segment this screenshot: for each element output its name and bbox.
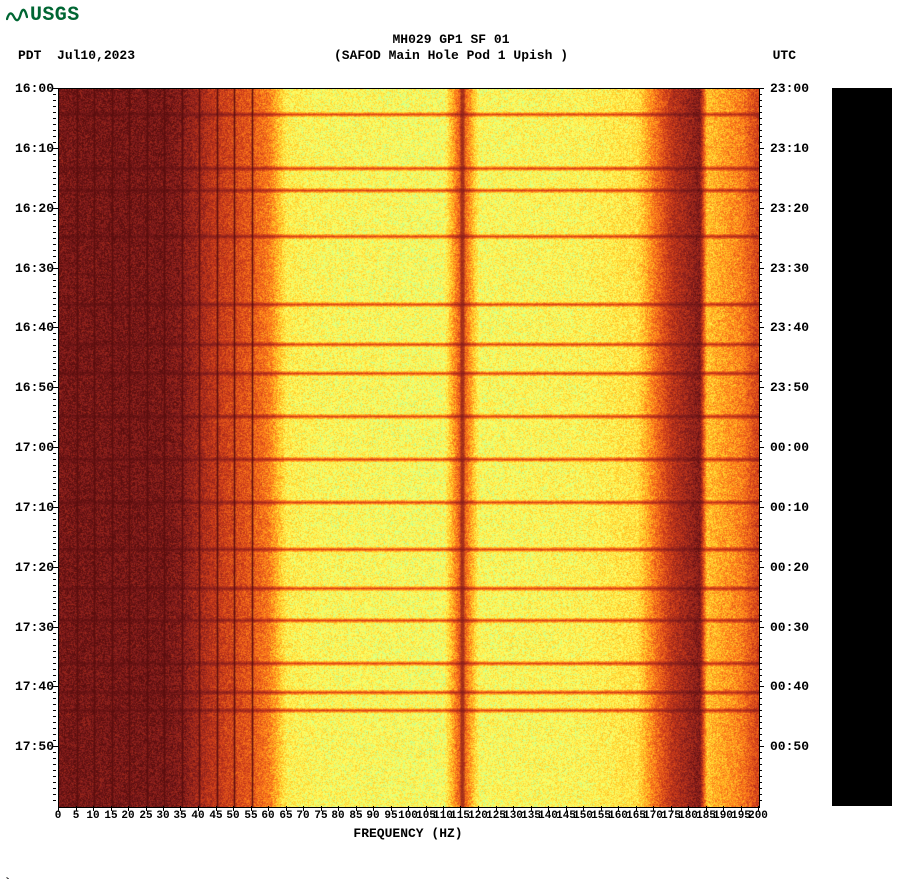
y-right-label: 23:30 <box>770 262 818 275</box>
x-tick-label: 5 <box>73 810 80 822</box>
title-line-2: (SAFOD Main Hole Pod 1 Upish ) <box>0 48 902 64</box>
y-left-label: 17:30 <box>6 621 54 634</box>
y-left-label: 16:30 <box>6 262 54 275</box>
x-tick-label: 15 <box>104 810 117 822</box>
x-tick-label: 130 <box>503 810 523 822</box>
spectrogram-plot <box>58 88 760 808</box>
x-tick-label: 115 <box>450 810 470 822</box>
y-left-label: 16:20 <box>6 202 54 215</box>
y-right-label: 00:10 <box>770 501 818 514</box>
x-tick-label: 95 <box>384 810 397 822</box>
x-tick-label: 190 <box>713 810 733 822</box>
plot-header: MH029 GP1 SF 01 (SAFOD Main Hole Pod 1 U… <box>0 32 902 64</box>
x-tick-label: 80 <box>331 810 344 822</box>
x-tick-label: 35 <box>173 810 186 822</box>
x-tick-label: 50 <box>226 810 239 822</box>
left-tz: PDT <box>18 48 41 63</box>
x-tick-label: 30 <box>156 810 169 822</box>
y-right-label: 00:30 <box>770 621 818 634</box>
spectrogram-canvas <box>59 89 759 807</box>
corner-mark: ` <box>4 876 11 890</box>
header-date: Jul10,2023 <box>57 48 135 63</box>
x-tick-label: 10 <box>86 810 99 822</box>
y-right-label: 23:20 <box>770 202 818 215</box>
y-right-label: 23:40 <box>770 321 818 334</box>
x-tick-label: 40 <box>191 810 204 822</box>
y-left-label: 16:00 <box>6 82 54 95</box>
y-left-label: 17:40 <box>6 680 54 693</box>
y-left-label: 17:20 <box>6 561 54 574</box>
usgs-logo: USGS <box>6 4 80 27</box>
x-tick-label: 170 <box>643 810 663 822</box>
x-tick-label: 85 <box>349 810 362 822</box>
x-tick-label: 45 <box>209 810 222 822</box>
x-axis-title: FREQUENCY (HZ) <box>58 826 758 841</box>
x-tick-label: 100 <box>398 810 418 822</box>
sidebar-block <box>832 88 892 806</box>
y-right-label: 00:50 <box>770 740 818 753</box>
y-right-label: 23:10 <box>770 142 818 155</box>
y-right-label: 00:20 <box>770 561 818 574</box>
x-tick-label: 55 <box>244 810 257 822</box>
y-axis-left-labels: 16:0016:1016:2016:3016:4016:5017:0017:10… <box>6 88 54 806</box>
x-tick-label: 0 <box>55 810 62 822</box>
usgs-wave-icon <box>6 7 28 23</box>
x-tick-label: 180 <box>678 810 698 822</box>
x-tick-label: 90 <box>366 810 379 822</box>
y-right-label: 00:00 <box>770 441 818 454</box>
x-tick-label: 150 <box>573 810 593 822</box>
y-left-label: 17:00 <box>6 441 54 454</box>
left-tz-date: PDT Jul10,2023 <box>18 48 135 63</box>
y-right-label: 23:50 <box>770 381 818 394</box>
x-tick-label: 70 <box>296 810 309 822</box>
y-left-label: 17:50 <box>6 740 54 753</box>
x-tick-label: 120 <box>468 810 488 822</box>
y-left-label: 16:50 <box>6 381 54 394</box>
x-tick-label: 65 <box>279 810 292 822</box>
y-right-label: 23:00 <box>770 82 818 95</box>
x-axis-labels: 05 10 15 20 25 30 35 40 45 50 55 60 65 70 75 80 85 90 9510… <box>58 810 758 826</box>
y-left-label: 16:10 <box>6 142 54 155</box>
y-right-label: 00:40 <box>770 680 818 693</box>
y-axis-right-labels: 23:0023:1023:2023:3023:4023:5000:0000:10… <box>770 88 818 806</box>
x-tick-label: 25 <box>139 810 152 822</box>
x-tick-label: 200 <box>748 810 768 822</box>
usgs-logo-text: USGS <box>30 4 80 27</box>
x-tick-label: 75 <box>314 810 327 822</box>
x-tick-label: 60 <box>261 810 274 822</box>
x-tick-label: 20 <box>121 810 134 822</box>
x-tick-label: 160 <box>608 810 628 822</box>
right-tz: UTC <box>773 48 796 63</box>
title-line-1: MH029 GP1 SF 01 <box>0 32 902 48</box>
y-left-label: 16:40 <box>6 321 54 334</box>
x-tick-label: 140 <box>538 810 558 822</box>
y-left-label: 17:10 <box>6 501 54 514</box>
